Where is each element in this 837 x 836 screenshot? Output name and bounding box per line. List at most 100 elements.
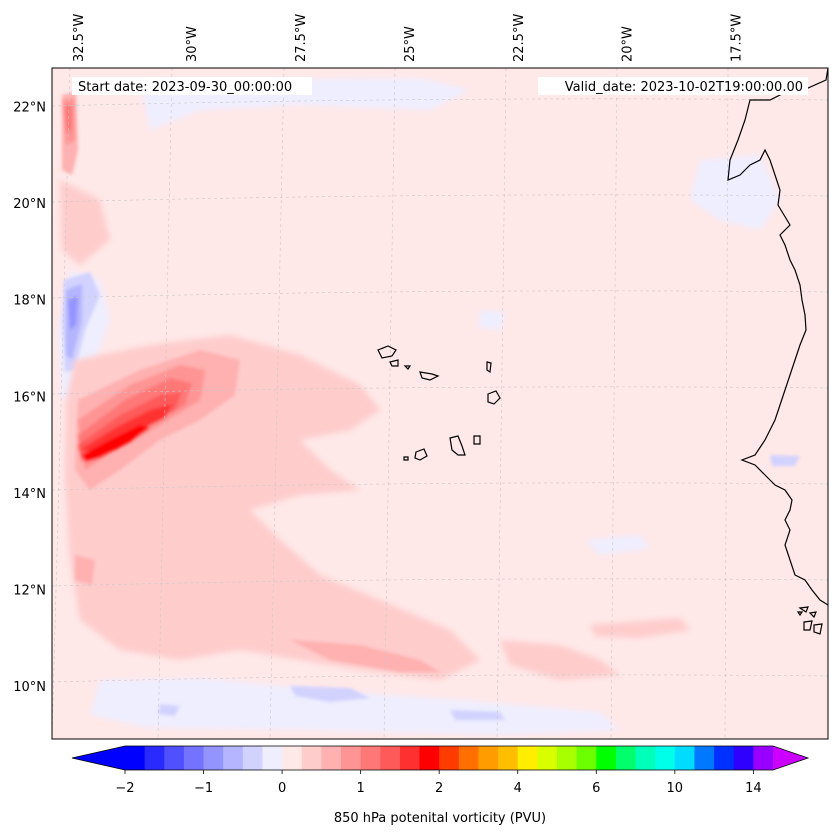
colorbar-segment <box>203 746 224 770</box>
valid-date-label: Valid_date: 2023-10-02T19:00:00.00 <box>565 80 803 95</box>
map-area <box>52 68 828 739</box>
island-sal <box>486 361 492 374</box>
parallel-gridline <box>52 674 828 683</box>
colorbar-tick-label: 2 <box>435 781 443 796</box>
colorbar-segment <box>753 746 774 770</box>
start-date-box <box>72 77 312 95</box>
longitude-tick-labels: 32.5°W 30°W 27.5°W 25°W 22.5°W 20°W 17.5°W <box>72 14 745 62</box>
colorbar-segment <box>557 746 578 770</box>
negative-patch <box>450 710 505 720</box>
colorbar-segment <box>419 746 440 770</box>
colorbar-segment <box>223 746 244 770</box>
negative-patch <box>290 686 370 702</box>
colorbar-segment <box>517 746 538 770</box>
latitude-tick-label: 20°N <box>13 197 46 212</box>
latitude-tick-label: 16°N <box>13 390 46 405</box>
colorbar-segment <box>655 746 676 770</box>
colorbar-label: 850 hPa potenital vorticity (PVU) <box>334 811 546 826</box>
colorbar-tick-label: 0 <box>278 781 286 796</box>
meridian-gridline <box>157 68 173 739</box>
start-date-label: Start date: 2023-09-30_00:00:00 <box>78 80 292 95</box>
negative-patch <box>690 155 780 230</box>
longitude-tick-label: 32.5°W <box>72 14 87 62</box>
colorbar-segment <box>615 746 637 770</box>
positive-patch <box>80 404 172 452</box>
positive-patch <box>75 555 95 585</box>
colorbar-tick-label: 1 <box>356 781 364 796</box>
coastlines <box>377 68 828 635</box>
colorbar-tick-label: −1 <box>194 781 213 796</box>
colorbar-segment <box>498 746 519 770</box>
colorbar-segment <box>282 746 303 770</box>
colorbar-segment <box>360 746 381 770</box>
parallel-gridline <box>52 98 828 107</box>
colorbar-segment <box>439 746 460 770</box>
island-maio <box>473 435 481 445</box>
island-fogo <box>414 448 428 461</box>
colorbar-tick-label: 10 <box>667 781 684 796</box>
latitude-tick-label: 10°N <box>13 680 46 695</box>
negative-patch <box>770 455 800 466</box>
map-frame <box>51 67 829 740</box>
colorbar-segment <box>183 746 205 770</box>
colorbar-segment <box>380 746 401 770</box>
colorbar-segment <box>399 746 421 770</box>
latitude-tick-label: 22°N <box>13 101 46 116</box>
island-santa-luzia <box>403 365 412 370</box>
colorbar-segment <box>242 746 264 770</box>
positive-patch <box>82 425 150 462</box>
colorbar-segment <box>262 746 283 770</box>
longitude-tick-label: 20°W <box>621 26 636 62</box>
negative-patch <box>585 535 650 555</box>
longitude-tick-label: 17.5°W <box>730 14 745 62</box>
colorbar-tick-label: 4 <box>514 781 522 796</box>
colorbar-segment <box>125 746 146 770</box>
meridian-gridline <box>496 68 507 739</box>
negative-patch <box>158 704 180 716</box>
colorbar-segment <box>714 746 735 770</box>
colorbar-segment <box>596 746 617 770</box>
negative-patch <box>90 678 620 735</box>
island-boa-vista <box>487 390 501 405</box>
latitude-tick-label: 14°N <box>13 487 46 502</box>
latitude-tick-labels: 22°N 20°N 18°N 16°N 14°N 12°N 10°N <box>13 101 46 695</box>
negative-patch <box>68 296 78 330</box>
colorbar-ticks: −2 −1 0 1 2 4 6 10 14 <box>115 770 762 796</box>
colorbar-tick-label: −2 <box>115 781 134 796</box>
longitude-tick-label: 30°W <box>185 26 200 62</box>
colorbar-extend-high <box>773 746 808 770</box>
colorbar-segment <box>478 746 499 770</box>
colorbar-segment <box>635 746 656 770</box>
negative-patch <box>478 310 505 330</box>
island-sao-vicente <box>389 359 399 367</box>
colorbar-segment <box>576 746 597 770</box>
colorbar-segment <box>674 746 696 770</box>
colorbar-tick-label: 6 <box>592 781 600 796</box>
positive-patch <box>590 618 690 638</box>
parallel-gridline <box>52 578 828 587</box>
island-sao-nicolau <box>419 371 440 381</box>
latitude-tick-label: 18°N <box>13 294 46 309</box>
longitude-tick-label: 25°W <box>403 26 418 62</box>
island-santiago <box>449 435 466 456</box>
colorbar-segment <box>321 746 342 770</box>
parallel-gridline <box>52 290 828 299</box>
parallel-gridline <box>52 482 828 491</box>
positive-patch <box>290 640 440 672</box>
negative-pv-patches <box>58 78 780 735</box>
bijagos-islands <box>796 606 823 635</box>
parallel-gridline <box>52 386 828 395</box>
longitude-tick-label: 27.5°W <box>294 14 309 62</box>
meridian-gridline <box>610 68 618 739</box>
colorbar-segment <box>164 746 185 770</box>
meridian-gridline <box>52 68 71 739</box>
gridlines <box>52 68 828 739</box>
colorbar-segment <box>733 746 754 770</box>
colorbar-segment <box>301 746 322 770</box>
parallel-gridline <box>52 194 828 203</box>
colorbar-segment <box>341 746 362 770</box>
colorbar-segment <box>537 746 558 770</box>
colorbar-extend-low <box>72 746 125 770</box>
meridian-gridline <box>724 68 729 739</box>
